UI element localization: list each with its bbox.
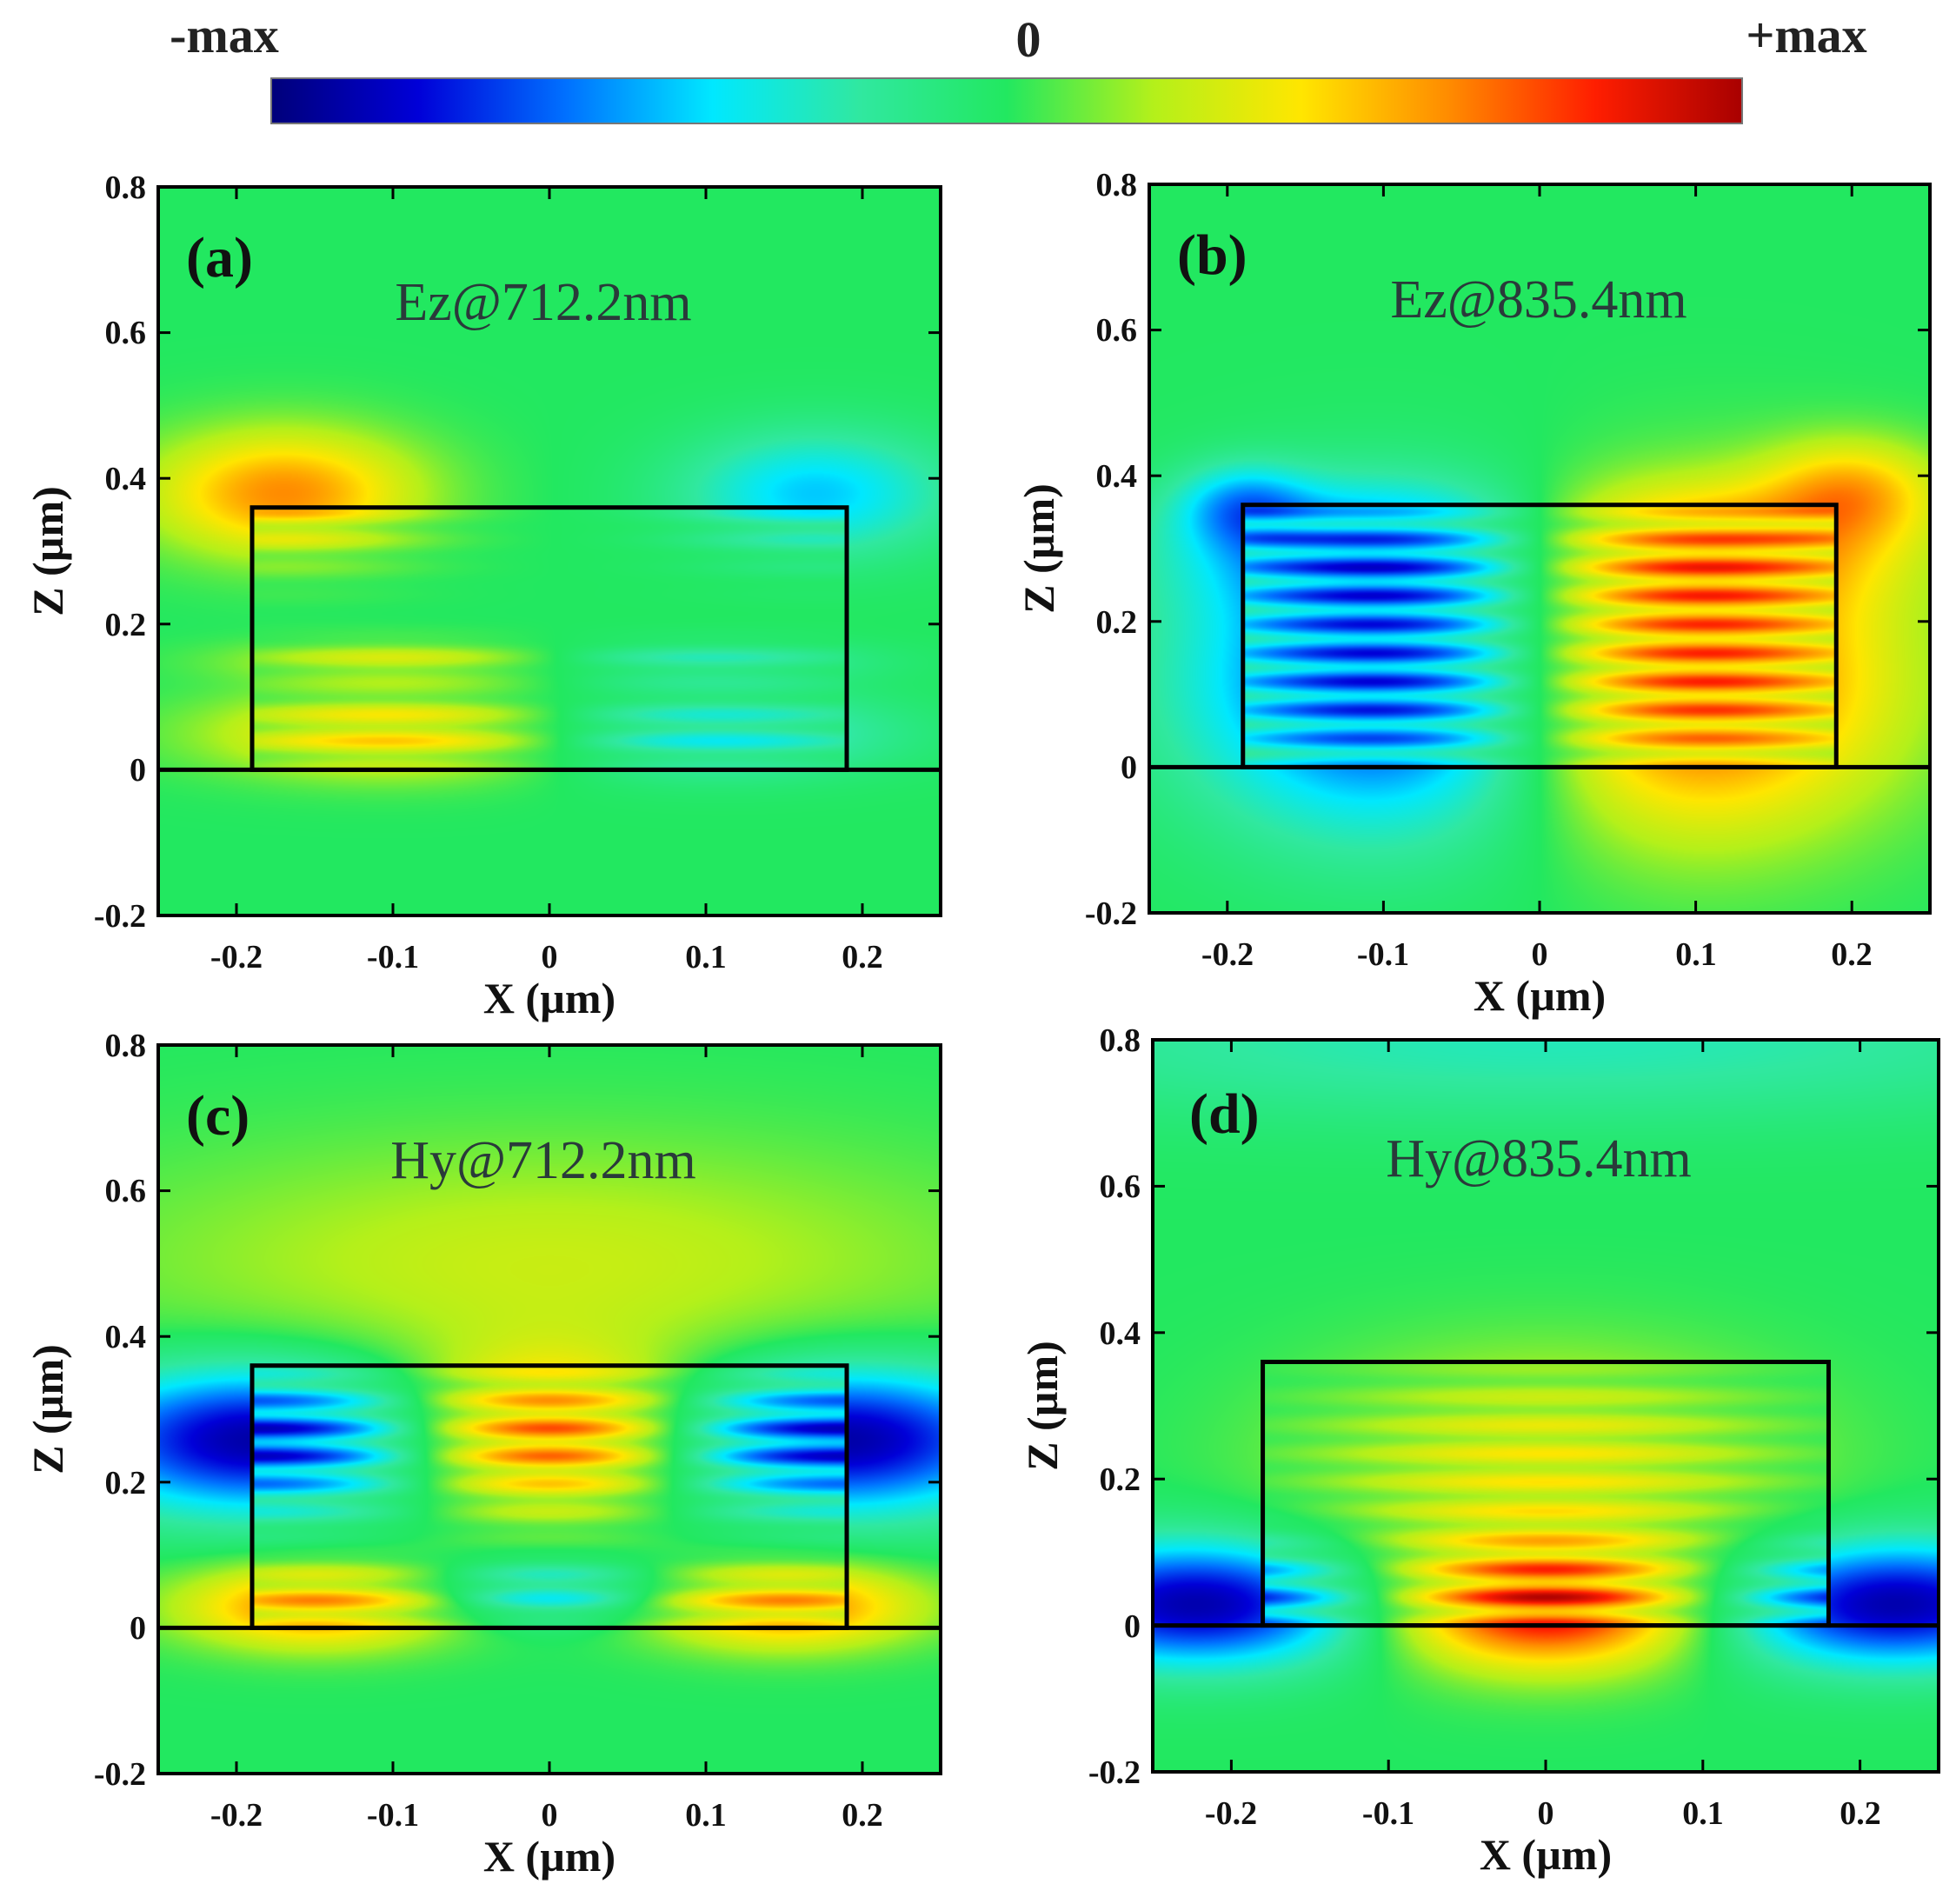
- panel-b-xtick-2: -0.1: [1357, 936, 1409, 973]
- panel-c-ytick-6: 0.8: [105, 1028, 147, 1064]
- panel-a: -0.2 -0.1 0 0.1 0.2 -0.2 0 0.2 0.4 0.6 0…: [23, 170, 942, 1022]
- panel-a-xtick-2: -0.1: [367, 939, 419, 975]
- panel-a-xlabel: X (µm): [483, 974, 615, 1022]
- panel-a-ytick-2: 0: [130, 752, 146, 789]
- panel-d-field-canvas: [1153, 1040, 1939, 1772]
- colorbar-max-label: +max: [1746, 7, 1866, 63]
- panel-d-ytick-1: -0.2: [1088, 1754, 1141, 1791]
- panel-a-title: Ez@712.2nm: [395, 273, 691, 332]
- panel-a-field-canvas: [158, 187, 941, 915]
- panel-b-ytick-3: 0.2: [1096, 604, 1138, 641]
- panel-b-field-canvas: [1149, 184, 1930, 913]
- panel-c-xtick-1: -0.2: [210, 1797, 263, 1834]
- panel-b-xtick-5: 0.2: [1831, 936, 1873, 973]
- panel-d-ytick-3: 0.2: [1100, 1461, 1141, 1498]
- panel-c-xtick-5: 0.2: [842, 1797, 883, 1834]
- colorbar-mid-label: 0: [1016, 11, 1041, 68]
- colorbar: -max 0 +max: [170, 7, 1867, 124]
- panel-a-xtick-4: 0.1: [685, 939, 727, 975]
- panel-b-frame: [1148, 183, 1932, 915]
- panel-d-label: (d): [1189, 1082, 1260, 1146]
- panel-c-ytick-3: 0.2: [105, 1465, 147, 1501]
- panel-c-xlabel: X (µm): [483, 1832, 615, 1881]
- colorbar-gradient: [270, 77, 1743, 124]
- panel-d-xtick-1: -0.2: [1205, 1795, 1257, 1832]
- panel-b-ylabel: Z (µm): [1015, 483, 1063, 614]
- panel-b-ytick-6: 0.8: [1096, 167, 1138, 203]
- panel-c-ytick-5: 0.6: [105, 1173, 147, 1209]
- panel-d-frame: [1151, 1038, 1940, 1774]
- panel-b-xlabel: X (µm): [1474, 971, 1606, 1020]
- panel-b-ytick-4: 0.4: [1096, 458, 1138, 495]
- panel-b: -0.2 -0.1 0 0.1 0.2 -0.2 0 0.2 0.4 0.6 0…: [1015, 167, 1932, 1020]
- panel-c-xtick-3: 0: [542, 1797, 558, 1834]
- colorbar-min-label: -max: [170, 7, 279, 63]
- panel-d-ytick-4: 0.4: [1100, 1315, 1141, 1352]
- panel-d-xtick-5: 0.2: [1840, 1795, 1881, 1832]
- panel-a-xtick-5: 0.2: [842, 939, 883, 975]
- panel-b-ytick-2: 0: [1121, 749, 1137, 786]
- panel-b-ytick-1: -0.2: [1085, 895, 1137, 932]
- panel-b-label: (b): [1177, 223, 1247, 287]
- panel-c-ytick-1: -0.2: [94, 1756, 146, 1793]
- panel-c-ytick-4: 0.4: [105, 1319, 147, 1355]
- panel-c-xtick-4: 0.1: [685, 1797, 727, 1834]
- panel-b-ytick-5: 0.6: [1096, 312, 1138, 349]
- panel-a-ytick-4: 0.4: [105, 461, 147, 497]
- panel-d-xlabel: X (µm): [1480, 1830, 1612, 1879]
- panel-a-xtick-1: -0.2: [210, 939, 263, 975]
- panel-b-xtick-1: -0.2: [1201, 936, 1254, 973]
- panel-a-ylabel: Z (µm): [23, 486, 72, 616]
- panel-c-ylabel: Z (µm): [23, 1344, 72, 1475]
- panel-d-ytick-6: 0.8: [1100, 1022, 1141, 1059]
- panel-d-ytick-2: 0: [1124, 1608, 1141, 1645]
- panel-a-ytick-3: 0.2: [105, 607, 147, 643]
- panel-c-frame: [156, 1043, 942, 1775]
- panel-a-xtick-3: 0: [542, 939, 558, 975]
- panel-a-ytick-6: 0.8: [105, 170, 147, 206]
- panel-b-xtick-3: 0: [1532, 936, 1548, 973]
- panel-c: -0.2 -0.1 0 0.1 0.2 -0.2 0 0.2 0.4 0.6 0…: [23, 1028, 942, 1881]
- panel-c-label: (c): [186, 1084, 249, 1148]
- panel-b-title: Ez@835.4nm: [1390, 270, 1687, 330]
- panel-d: -0.2 -0.1 0 0.1 0.2 -0.2 0 0.2 0.4 0.6 0…: [1018, 1022, 1940, 1879]
- panel-a-frame: [156, 185, 942, 917]
- panel-c-ytick-2: 0: [130, 1610, 146, 1647]
- panel-c-field-canvas: [158, 1045, 941, 1774]
- panel-d-xtick-3: 0: [1538, 1795, 1554, 1832]
- panel-a-ytick-5: 0.6: [105, 315, 147, 351]
- panel-d-title: Hy@835.4nm: [1386, 1129, 1692, 1188]
- panel-b-xtick-4: 0.1: [1675, 936, 1717, 973]
- panel-a-ytick-1: -0.2: [94, 898, 146, 935]
- panel-c-xtick-2: -0.1: [367, 1797, 419, 1834]
- panel-a-label: (a): [186, 226, 253, 290]
- panel-c-title: Hy@712.2nm: [390, 1131, 696, 1190]
- panel-d-xtick-2: -0.1: [1362, 1795, 1414, 1832]
- panel-d-ylabel: Z (µm): [1018, 1341, 1067, 1471]
- panel-d-xtick-4: 0.1: [1682, 1795, 1724, 1832]
- panel-d-ytick-5: 0.6: [1100, 1168, 1141, 1205]
